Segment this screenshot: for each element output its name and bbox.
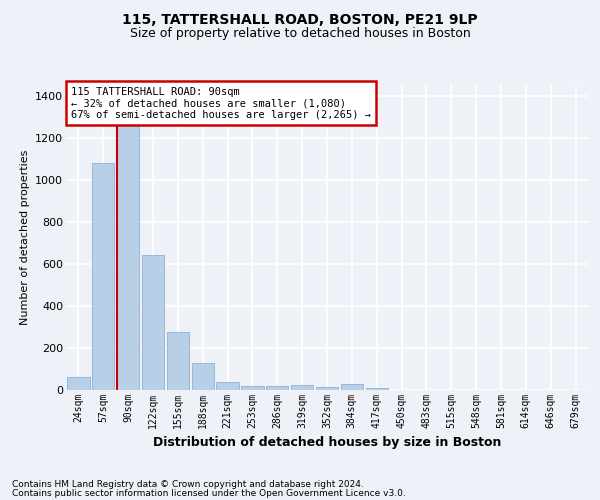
- Bar: [291, 386, 313, 390]
- Bar: [316, 387, 338, 390]
- Bar: [67, 378, 89, 390]
- Bar: [241, 386, 263, 390]
- Text: Contains public sector information licensed under the Open Government Licence v3: Contains public sector information licen…: [12, 489, 406, 498]
- Text: Contains HM Land Registry data © Crown copyright and database right 2024.: Contains HM Land Registry data © Crown c…: [12, 480, 364, 489]
- Bar: [142, 256, 164, 390]
- Y-axis label: Number of detached properties: Number of detached properties: [20, 150, 29, 325]
- Text: 115 TATTERSHALL ROAD: 90sqm
← 32% of detached houses are smaller (1,080)
67% of : 115 TATTERSHALL ROAD: 90sqm ← 32% of det…: [71, 86, 371, 120]
- Bar: [167, 332, 189, 390]
- X-axis label: Distribution of detached houses by size in Boston: Distribution of detached houses by size …: [153, 436, 501, 450]
- Text: Size of property relative to detached houses in Boston: Size of property relative to detached ho…: [130, 28, 470, 40]
- Text: 115, TATTERSHALL ROAD, BOSTON, PE21 9LP: 115, TATTERSHALL ROAD, BOSTON, PE21 9LP: [122, 12, 478, 26]
- Bar: [191, 362, 214, 390]
- Bar: [217, 382, 239, 390]
- Bar: [92, 163, 115, 390]
- Bar: [266, 386, 289, 390]
- Bar: [365, 388, 388, 390]
- Bar: [341, 384, 363, 390]
- Bar: [117, 114, 139, 390]
